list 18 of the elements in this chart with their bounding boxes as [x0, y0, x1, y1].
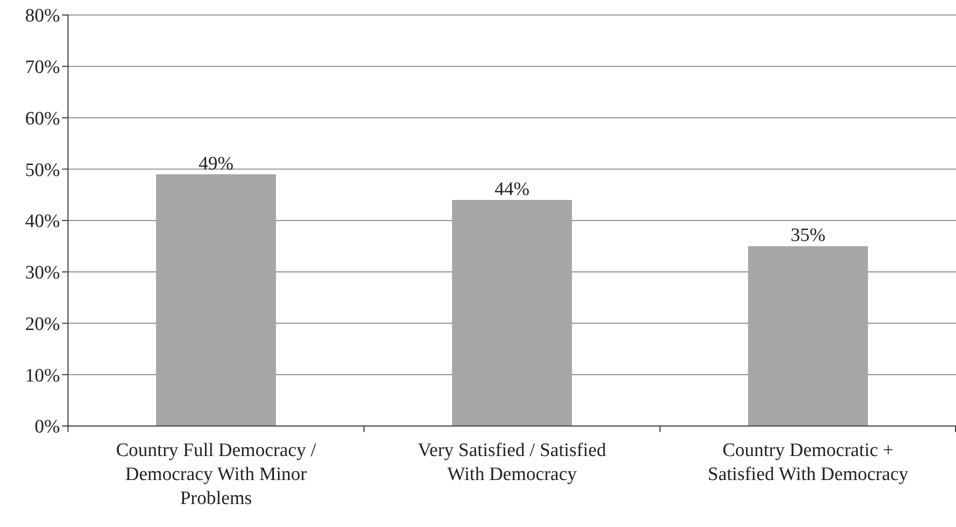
- x-tick-label: Country Democratic + Satisfied With Democracy: [708, 440, 909, 485]
- y-tick-label: 70%: [25, 57, 60, 78]
- y-tick-label: 40%: [25, 211, 60, 232]
- x-tick-label: Country Full Democracy / Democracy With Minor Problems: [116, 440, 317, 509]
- y-tick-label: 50%: [25, 160, 60, 181]
- y-tick-label: 0%: [34, 416, 60, 438]
- bar: [156, 174, 276, 426]
- y-tick-label: 60%: [25, 108, 60, 130]
- data-label: 35%: [790, 225, 826, 246]
- y-tick-label: 80%: [25, 6, 60, 27]
- bar: [452, 200, 572, 426]
- y-tick-label: 10%: [25, 365, 60, 386]
- bar: [748, 246, 868, 426]
- y-tick-label: 30%: [25, 262, 60, 284]
- data-label: 49%: [198, 153, 234, 174]
- y-tick-label: 20%: [25, 314, 60, 335]
- data-label: 44%: [494, 178, 530, 200]
- x-tick-label: Very Satisfied / Satisfied With Democracy: [418, 440, 607, 485]
